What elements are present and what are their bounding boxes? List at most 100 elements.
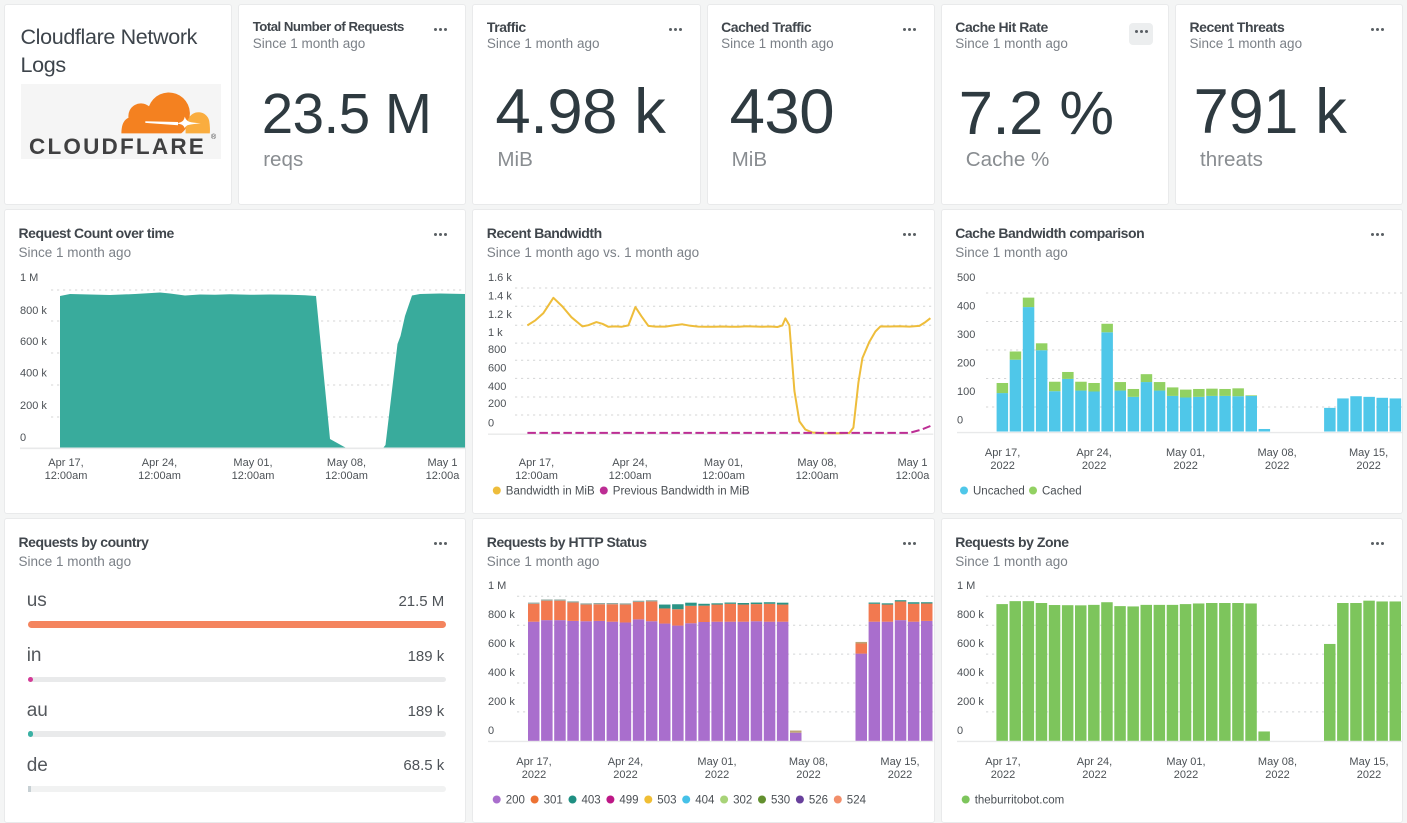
svg-text:Apr 17,: Apr 17, [519,457,554,469]
svg-text:200 k: 200 k [957,696,984,708]
svg-text:May 01,: May 01, [698,756,737,768]
svg-text:0: 0 [488,725,494,737]
svg-text:1.6 k: 1.6 k [488,272,512,284]
svg-text:302: 302 [733,795,752,807]
svg-text:12:00am: 12:00am [796,470,839,482]
svg-text:Apr 17,: Apr 17, [985,756,1020,768]
svg-text:100: 100 [957,386,975,398]
svg-text:May 01,: May 01, [1166,756,1205,768]
svg-text:800 k: 800 k [488,609,515,621]
svg-text:May 01,: May 01, [1166,447,1205,459]
svg-text:2022: 2022 [614,769,638,781]
svg-text:May 08,: May 08, [327,457,366,469]
svg-text:2022: 2022 [1173,769,1197,781]
svg-text:400 k: 400 k [488,667,515,679]
svg-text:1.2 k: 1.2 k [488,309,512,321]
svg-text:Bandwidth in MiB: Bandwidth in MiB [506,486,595,498]
svg-text:Apr 17,: Apr 17, [985,447,1020,459]
svg-text:May 01,: May 01, [233,457,272,469]
svg-text:May 08,: May 08, [1258,756,1297,768]
svg-text:800: 800 [488,344,506,356]
svg-text:2022: 2022 [797,769,821,781]
svg-text:2022: 2022 [1356,460,1380,472]
svg-text:200 k: 200 k [488,696,515,708]
svg-text:Apr 24,: Apr 24, [1076,756,1111,768]
svg-text:Previous Bandwidth in MiB: Previous Bandwidth in MiB [613,486,750,498]
svg-text:200: 200 [957,358,975,370]
svg-text:400: 400 [957,301,975,313]
svg-text:503: 503 [658,795,677,807]
svg-text:2022: 2022 [522,769,546,781]
svg-text:403: 403 [582,795,601,807]
svg-text:500: 500 [957,272,975,284]
svg-text:301: 301 [544,795,563,807]
svg-text:0: 0 [488,417,494,429]
svg-text:400 k: 400 k [957,667,984,679]
svg-text:600 k: 600 k [20,336,47,348]
svg-text:May 15,: May 15, [881,756,920,768]
svg-text:May 08,: May 08, [789,756,828,768]
svg-text:1 k: 1 k [488,327,503,339]
svg-text:May 15,: May 15, [1349,447,1388,459]
svg-text:12:00am: 12:00am [45,470,88,482]
svg-text:400: 400 [488,381,506,393]
svg-text:600 k: 600 k [488,638,515,650]
svg-text:2022: 2022 [1265,769,1289,781]
svg-text:524: 524 [847,795,867,807]
svg-text:0: 0 [20,432,26,444]
svg-text:Apr 24,: Apr 24, [613,457,648,469]
svg-text:499: 499 [620,795,639,807]
svg-text:12:00am: 12:00am [515,470,558,482]
svg-text:May 08,: May 08, [1257,447,1296,459]
svg-text:2022: 2022 [990,769,1014,781]
svg-text:CLOUDFLARE: CLOUDFLARE [29,134,206,159]
svg-text:May 01,: May 01, [704,457,743,469]
svg-text:300: 300 [957,329,975,341]
svg-text:Apr 24,: Apr 24, [142,457,177,469]
svg-text:2022: 2022 [888,769,912,781]
svg-text:May 1: May 1 [428,457,458,469]
svg-text:2022: 2022 [705,769,729,781]
svg-text:404: 404 [695,795,715,807]
svg-text:2022: 2022 [990,460,1014,472]
svg-text:2022: 2022 [1356,769,1380,781]
svg-text:Uncached: Uncached [973,486,1025,498]
svg-text:526: 526 [809,795,828,807]
svg-text:May 15,: May 15, [1349,756,1388,768]
svg-text:2022: 2022 [1082,769,1106,781]
svg-text:Apr 24,: Apr 24, [1076,447,1111,459]
svg-text:530: 530 [771,795,790,807]
svg-text:theburritobot.com: theburritobot.com [974,795,1063,807]
svg-text:800 k: 800 k [957,609,984,621]
svg-text:1 M: 1 M [488,580,506,592]
svg-text:12:00am: 12:00am [232,470,275,482]
svg-text:12:00a: 12:00a [426,470,461,482]
svg-text:May 1: May 1 [898,457,928,469]
svg-text:12:00a: 12:00a [896,470,931,482]
svg-text:Apr 17,: Apr 17, [48,457,83,469]
svg-text:0: 0 [957,725,963,737]
svg-text:Cached: Cached [1042,486,1082,498]
svg-text:1 M: 1 M [20,272,38,284]
svg-text:12:00am: 12:00am [609,470,652,482]
svg-text:Apr 17,: Apr 17, [517,756,552,768]
svg-text:12:00am: 12:00am [325,470,368,482]
svg-text:1 M: 1 M [957,580,975,592]
svg-text:600: 600 [488,362,506,374]
svg-text:600 k: 600 k [957,638,984,650]
svg-text:200 k: 200 k [20,400,47,412]
svg-text:12:00am: 12:00am [138,470,181,482]
svg-text:12:00am: 12:00am [702,470,745,482]
svg-text:200: 200 [506,795,525,807]
svg-text:800 k: 800 k [20,305,47,317]
svg-text:2022: 2022 [1265,460,1289,472]
svg-text:May 08,: May 08, [798,457,837,469]
svg-text:1.4 k: 1.4 k [488,290,512,302]
svg-text:Apr 24,: Apr 24, [608,756,643,768]
svg-text:2022: 2022 [1173,460,1197,472]
svg-text:0: 0 [957,415,963,427]
svg-text:2022: 2022 [1082,460,1106,472]
svg-text:®: ® [211,133,217,141]
svg-text:400 k: 400 k [20,368,47,380]
svg-text:200: 200 [488,398,506,410]
